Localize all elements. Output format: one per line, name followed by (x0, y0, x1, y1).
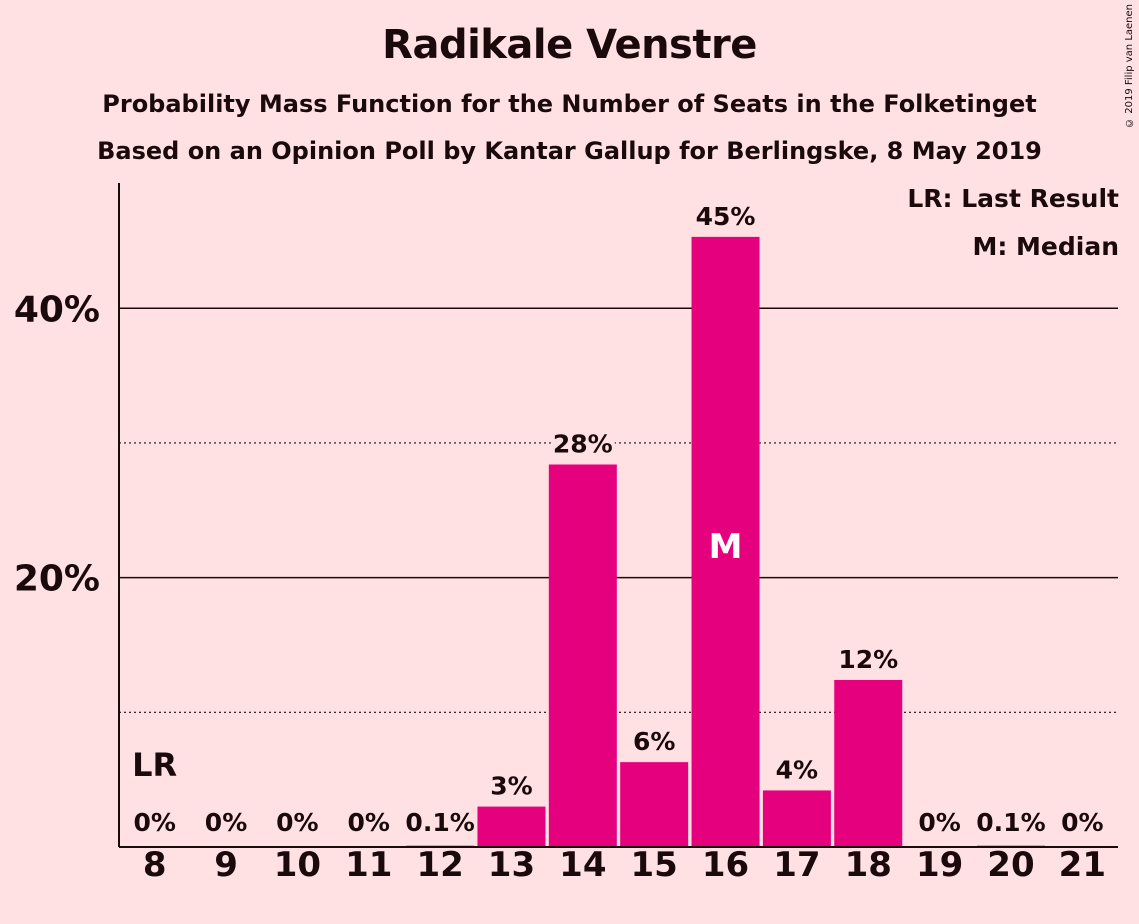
data-label: 0% (1061, 808, 1103, 837)
x-tick-label: 9 (214, 845, 238, 885)
x-tick-label: 13 (488, 845, 535, 885)
data-label: 0.1% (405, 808, 474, 837)
data-label-background (773, 757, 821, 783)
legend-last-result: LR: Last Result (907, 184, 1119, 213)
data-label-background (488, 773, 535, 799)
data-label: 0% (918, 808, 960, 837)
data-label: 0% (348, 808, 390, 837)
data-label-background (630, 729, 678, 755)
data-label-background (345, 810, 392, 835)
median-marker: M (709, 527, 743, 567)
x-tick-label: 19 (916, 845, 963, 885)
x-tick-label: 20 (987, 845, 1034, 885)
y-tick-label: 40% (14, 289, 100, 330)
last-result-marker: LR (132, 746, 177, 784)
data-label-background (693, 203, 758, 229)
data-label-background (550, 431, 615, 457)
bar-13 (477, 806, 546, 847)
data-label: 0% (276, 808, 318, 837)
y-tick-label: 20% (14, 559, 100, 600)
data-label-background (202, 810, 250, 835)
data-label: 12% (838, 645, 898, 674)
data-label: 45% (696, 202, 756, 231)
data-label-background (131, 810, 178, 835)
chart-title: Radikale Venstre (382, 22, 757, 68)
x-tick-label: 16 (702, 845, 749, 885)
x-tick-label: 14 (559, 845, 606, 885)
x-tick-label: 17 (773, 845, 820, 885)
x-tick-label: 8 (143, 845, 167, 885)
data-label: 3% (490, 772, 532, 801)
chart-subtitle: Probability Mass Function for the Number… (102, 90, 1037, 118)
x-tick-label: 21 (1059, 845, 1106, 885)
x-tick-label: 11 (345, 845, 392, 885)
data-label-background (916, 810, 963, 835)
x-tick-label: 12 (416, 845, 463, 885)
data-label-background (974, 810, 1048, 835)
x-tick-label: 18 (845, 845, 892, 885)
data-label-background (403, 810, 477, 835)
bar-17 (762, 790, 831, 847)
bar-14 (548, 464, 617, 847)
data-label: 4% (776, 755, 818, 784)
data-label: 6% (633, 727, 675, 756)
bar-15 (620, 762, 689, 847)
chart-source: Based on an Opinion Poll by Kantar Gallu… (97, 137, 1042, 165)
bar-16 (691, 236, 760, 847)
data-label-background (1059, 810, 1106, 835)
x-tick-label: 15 (631, 845, 678, 885)
x-tick-label: 10 (274, 845, 321, 885)
data-label: 28% (553, 429, 613, 458)
data-label: 0% (133, 808, 175, 837)
data-label: 0.1% (976, 808, 1045, 837)
bar-18 (834, 679, 903, 847)
data-label: 0% (205, 808, 247, 837)
legend-median: M: Median (972, 232, 1119, 261)
data-label-background (836, 646, 901, 672)
data-label-background (274, 810, 321, 835)
